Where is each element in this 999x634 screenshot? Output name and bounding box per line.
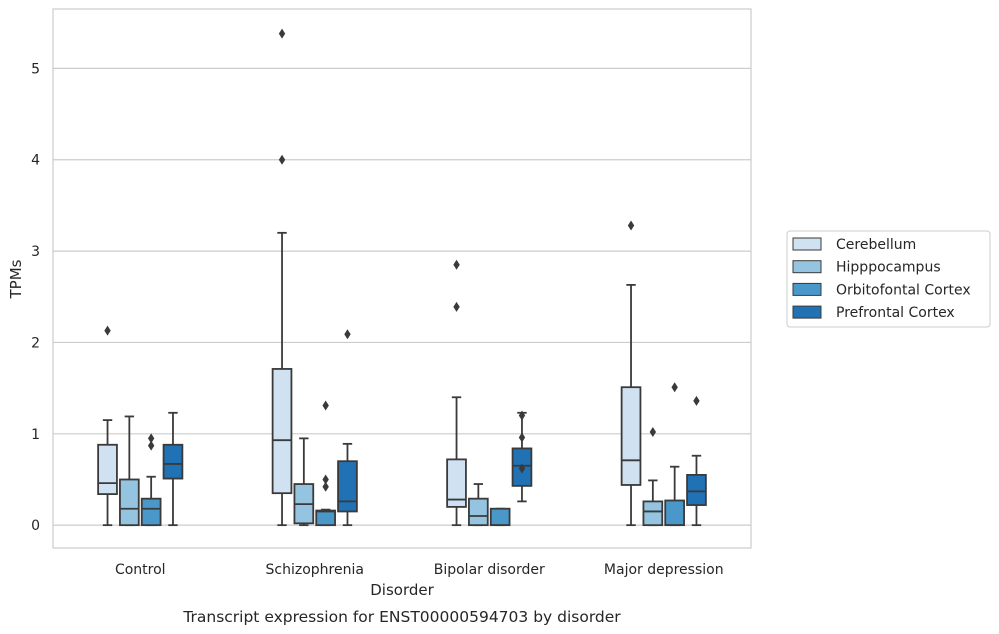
box	[162, 443, 184, 480]
box	[686, 474, 707, 506]
y-tick-label: 1	[31, 427, 40, 443]
x-tick-label: Bipolar disorder	[434, 562, 545, 578]
box-group	[162, 411, 184, 527]
box	[337, 460, 358, 513]
boxes	[97, 28, 707, 527]
legend-label: Orbitofontal Cortex	[836, 282, 971, 298]
box-group	[686, 395, 707, 527]
outlier-point	[278, 28, 286, 39]
box-group	[489, 507, 511, 527]
outlier-point	[147, 433, 155, 444]
outlier-point	[344, 329, 351, 340]
y-axis-title: TPMs	[7, 259, 25, 299]
outlier-point	[671, 382, 678, 393]
y-tick-label: 5	[31, 61, 40, 77]
x-tick-label: Control	[115, 562, 166, 578]
legend: Cerebellum Hipppocampus Orbitofontal Corte…	[786, 230, 991, 328]
y-tick-label: 2	[31, 335, 40, 351]
box	[642, 500, 664, 527]
box-group	[664, 382, 685, 527]
outlier-point	[278, 154, 286, 165]
legend-frame	[786, 230, 991, 328]
outlier-point	[147, 440, 155, 451]
box	[489, 507, 511, 527]
legend-label: Prefrontal Cortex	[836, 305, 955, 321]
box-group	[140, 433, 162, 527]
x-tick-label: Schizophrenia	[266, 562, 364, 578]
box-group	[293, 437, 315, 527]
outlier-point	[627, 220, 635, 231]
legend-swatch	[792, 305, 822, 319]
chart-caption: Transcript expression for ENST0000059470…	[182, 608, 621, 626]
box-group	[315, 400, 336, 527]
box-group	[119, 415, 140, 527]
box-group	[271, 28, 293, 527]
outlier-point	[649, 426, 657, 437]
legend-label: Hipppocampus	[836, 260, 941, 276]
x-tick-labels: Control Schizophrenia Bipolar disorder Majo…	[115, 562, 724, 578]
legend-swatch	[792, 237, 822, 251]
x-tick-label: Major depression	[604, 562, 724, 578]
y-tick-labels: 0 1 2 3 4 5	[31, 61, 40, 534]
outlier-point	[518, 463, 526, 474]
legend-swatch	[792, 282, 822, 296]
outlier-point	[322, 481, 329, 492]
outlier-point	[518, 432, 526, 443]
y-tick-label: 4	[31, 153, 40, 169]
box	[140, 497, 162, 527]
outlier-point	[518, 410, 526, 421]
box-group	[337, 329, 358, 527]
outlier-point	[693, 395, 700, 406]
legend-swatch	[792, 260, 822, 274]
box	[315, 509, 336, 527]
plot-area	[53, 9, 751, 548]
box-group	[468, 483, 489, 527]
outlier-point	[453, 259, 460, 270]
box	[664, 499, 685, 527]
box-group	[642, 426, 664, 527]
box	[446, 458, 467, 508]
outlier-point	[322, 400, 329, 411]
legend-label: Cerebellum	[836, 237, 916, 253]
outlier-point	[453, 301, 460, 312]
box-group	[446, 259, 467, 527]
x-axis-title: Disorder	[370, 581, 434, 599]
plot-frame	[52, 8, 752, 549]
box-group	[511, 410, 533, 503]
box	[468, 497, 489, 527]
outlier-point	[104, 325, 111, 336]
box	[271, 368, 293, 495]
box-group	[620, 220, 642, 527]
box	[97, 443, 118, 495]
y-tick-label: 0	[31, 518, 40, 534]
box	[620, 386, 642, 486]
y-tick-label: 3	[31, 244, 40, 260]
outlier-point	[322, 474, 329, 485]
box-group	[97, 325, 118, 527]
box	[119, 478, 140, 527]
